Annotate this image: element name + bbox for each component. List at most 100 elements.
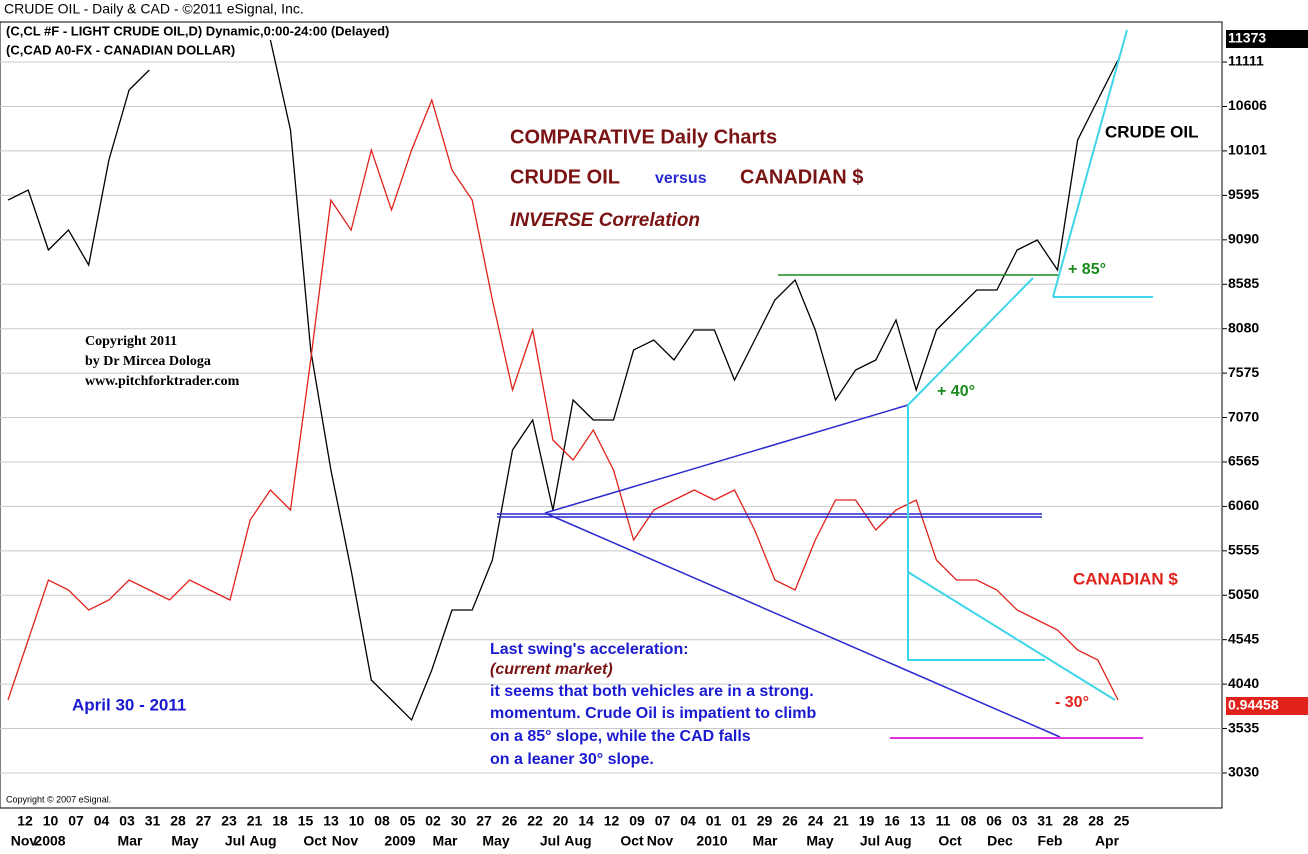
x-tick-label: 25 (1114, 813, 1130, 829)
y-tick-label: 11111 (1228, 53, 1264, 69)
last-value-label: 11373 (1228, 30, 1266, 46)
x-tick-label: 22 (527, 813, 543, 829)
y-tick-label: 9090 (1228, 231, 1259, 247)
x-tick-label: 14 (578, 813, 594, 829)
trend-line (907, 277, 1034, 406)
x-period-label: Feb (1038, 833, 1063, 849)
x-period-label: Jul (225, 833, 245, 849)
x-tick-label: 26 (782, 813, 798, 829)
x-period-label: 2010 (696, 833, 727, 849)
y-tick-label: 8080 (1228, 319, 1259, 335)
x-period-label: May (171, 833, 198, 849)
trend-line (1052, 29, 1128, 298)
x-tick-label: 10 (349, 813, 365, 829)
x-tick-label: 08 (374, 813, 390, 829)
x-tick-label: 01 (731, 813, 747, 829)
annotation: April 30 - 2011 (72, 695, 186, 714)
y-tick-label: 9595 (1228, 186, 1259, 202)
x-period-label: 2008 (34, 833, 65, 849)
x-tick-label: 21 (833, 813, 849, 829)
y-tick-label: 3030 (1228, 764, 1259, 780)
annotation: it seems that both vehicles are in a str… (490, 683, 814, 700)
plot-frame (0, 21, 1223, 809)
annotation: Last swing's acceleration: (490, 641, 689, 658)
header: CRUDE OIL - Daily & CAD - ©2011 eSignal,… (4, 1, 304, 17)
last-value-box (1226, 697, 1308, 715)
x-tick-label: 03 (119, 813, 135, 829)
annotation: CANADIAN $ (740, 166, 863, 188)
x-tick-label: 07 (655, 813, 671, 829)
x-tick-label: 07 (68, 813, 84, 829)
y-tick-label: 4040 (1228, 675, 1259, 691)
annotation: www.pitchforktrader.com (85, 374, 240, 389)
annotation: + 85° (1068, 261, 1106, 278)
x-period-label: Mar (753, 833, 778, 849)
x-period-label: Nov (332, 833, 359, 849)
y-tick-label: 10101 (1228, 142, 1267, 158)
x-tick-label: 13 (323, 813, 339, 829)
trend-line (907, 405, 1045, 661)
y-tick-label: 4545 (1228, 630, 1259, 646)
y-tick-label: 7575 (1228, 364, 1259, 380)
x-tick-label: 15 (298, 813, 314, 829)
trend-line (907, 571, 1116, 701)
y-tick-label: 7070 (1228, 408, 1259, 424)
x-period-label: Nov (11, 833, 38, 849)
x-tick-label: 04 (94, 813, 110, 829)
x-tick-label: 27 (476, 813, 492, 829)
y-tick-label: 8585 (1228, 275, 1259, 291)
x-tick-label: 27 (196, 813, 212, 829)
annotation: CRUDE OIL (510, 166, 620, 188)
series-line (7, 39, 1119, 722)
x-tick-label: 12 (17, 813, 33, 829)
x-tick-label: 10 (43, 813, 59, 829)
annotation: COMPARATIVE Daily Charts (510, 126, 777, 148)
x-tick-label: 24 (808, 813, 824, 829)
x-tick-label: 18 (272, 813, 288, 829)
x-period-label: May (806, 833, 833, 849)
annotation: by Dr Mircea Dologa (85, 354, 211, 369)
x-tick-label: 26 (502, 813, 518, 829)
x-tick-label: 01 (706, 813, 722, 829)
x-tick-label: 06 (986, 813, 1002, 829)
x-period-label: Nov (647, 833, 674, 849)
legend-entry: (C,CL #F - LIGHT CRUDE OIL,D) Dynamic,0:… (6, 23, 389, 38)
x-period-label: Mar (118, 833, 143, 849)
annotation: Copyright 2011 (85, 334, 177, 349)
x-tick-label: 28 (1063, 813, 1079, 829)
y-tick-label: 6060 (1228, 497, 1259, 513)
x-tick-label: 23 (221, 813, 237, 829)
series-line (7, 98, 1119, 701)
y-tick-label: 3535 (1228, 719, 1259, 735)
y-tick-label: 5555 (1228, 542, 1259, 558)
annotation: on a leaner 30° slope. (490, 751, 654, 768)
x-tick-label: 20 (553, 813, 569, 829)
x-period-label: Aug (564, 833, 591, 849)
x-tick-label: 12 (604, 813, 620, 829)
x-tick-label: 30 (451, 813, 467, 829)
x-period-label: Jul (860, 833, 880, 849)
x-period-label: Apr (1095, 833, 1120, 849)
x-tick-label: 31 (1037, 813, 1053, 829)
x-tick-label: 13 (910, 813, 926, 829)
x-period-label: Jul (540, 833, 560, 849)
trend-line (544, 512, 1061, 738)
x-tick-label: 04 (680, 813, 696, 829)
annotation: CRUDE OIL (1105, 122, 1199, 141)
x-period-label: Oct (620, 833, 644, 849)
x-period-label: Mar (433, 833, 458, 849)
x-tick-label: 29 (757, 813, 773, 829)
x-period-label: Aug (249, 833, 276, 849)
annotation: momentum. Crude Oil is impatient to clim… (490, 705, 816, 722)
x-period-label: May (482, 833, 509, 849)
annotation: versus (655, 170, 707, 187)
x-tick-label: 03 (1012, 813, 1028, 829)
x-period-label: Dec (987, 833, 1013, 849)
x-tick-label: 19 (859, 813, 875, 829)
x-tick-label: 21 (247, 813, 263, 829)
x-tick-label: 05 (400, 813, 416, 829)
x-tick-label: 09 (629, 813, 645, 829)
annotation: - 30° (1055, 694, 1089, 711)
x-period-label: Aug (884, 833, 911, 849)
x-tick-label: 11 (936, 813, 951, 829)
